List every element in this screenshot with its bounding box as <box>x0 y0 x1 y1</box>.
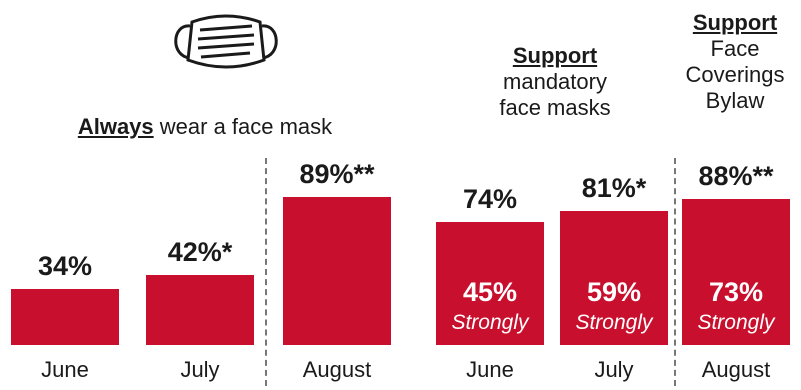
divider-left <box>265 158 267 386</box>
header-face-coverings-bylaw: Support Face Coverings Bylaw <box>670 10 800 114</box>
strongly-label-august-5: Strongly <box>697 311 775 334</box>
header-mandatory-line2: mandatory <box>503 69 607 94</box>
header-bylaw-bold: Support <box>692 10 778 35</box>
header-always-rest: wear a face mask <box>153 114 333 139</box>
header-mandatory-masks: Support mandatory face masks <box>470 43 640 121</box>
bar-value-label-july-1: 42%* <box>167 237 233 268</box>
bar-value-label-august-5: 88%** <box>698 160 774 191</box>
divider-right <box>674 158 676 386</box>
header-always-bold: Always <box>77 114 154 139</box>
bar-value-label-june-0: 34% <box>37 250 93 281</box>
category-label-july-1: July <box>180 357 220 382</box>
strongly-value-july-4: 59% <box>586 277 642 307</box>
bar-june-0 <box>11 288 119 345</box>
header-mandatory-bold: Support <box>512 43 598 68</box>
category-label-august-2: August <box>302 357 372 382</box>
header-mandatory-line3: face masks <box>499 95 611 120</box>
strongly-value-august-5: 73% <box>708 277 764 307</box>
category-label-august-5: August <box>701 357 771 382</box>
strongly-value-june-3: 45% <box>462 277 518 307</box>
strongly-label-june-3: Strongly <box>451 311 529 334</box>
face-mask-icon <box>174 14 278 69</box>
bar-july-1 <box>146 275 254 345</box>
bar-august-2 <box>283 197 391 345</box>
bar-value-label-june-3: 74% <box>462 184 518 215</box>
strongly-label-july-4: Strongly <box>575 311 653 334</box>
category-label-july-4: July <box>594 357 634 382</box>
header-bylaw-line3: Coverings <box>685 62 785 87</box>
bar-august-5 <box>682 198 790 345</box>
header-bylaw-line4: Bylaw <box>705 88 765 113</box>
header-always-mask: Always wear a face mask <box>40 114 370 140</box>
category-label-june-0: June <box>41 357 89 382</box>
bar-july-4 <box>560 210 668 345</box>
bar-value-label-july-4: 81%* <box>581 172 647 203</box>
category-label-june-3: June <box>466 357 514 382</box>
bar-value-label-august-2: 89%** <box>299 159 375 190</box>
header-bylaw-line2: Face <box>710 36 760 61</box>
bar-june-3 <box>436 222 544 345</box>
